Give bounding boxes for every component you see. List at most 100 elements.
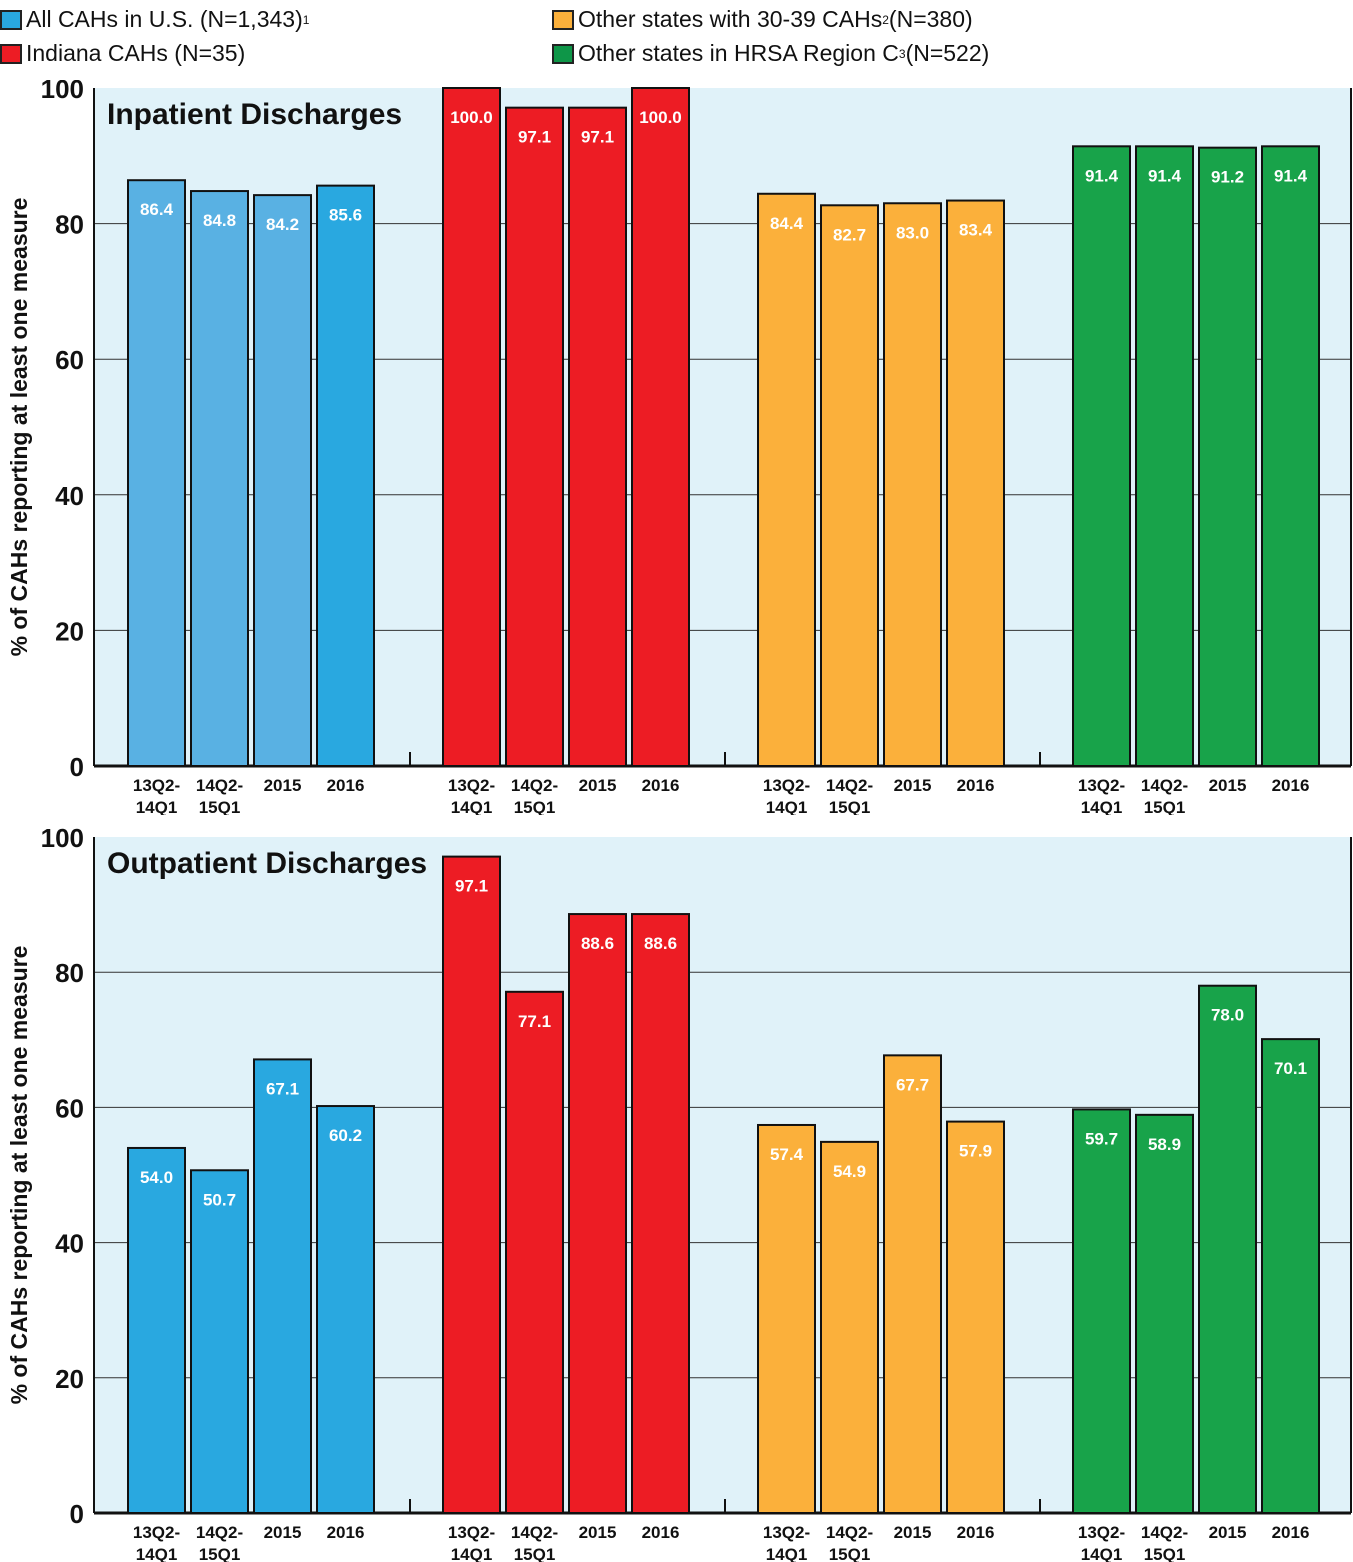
inpatient-x-tick-label: 2016	[642, 776, 680, 795]
outpatient-bar	[946, 1120, 1005, 1514]
outpatient-data-label: 67.7	[896, 1075, 929, 1094]
outpatient-bar	[316, 1105, 375, 1514]
outpatient-y-axis-label: % of CAHs reporting at least one measure	[6, 946, 32, 1405]
outpatient-data-label: 57.4	[770, 1145, 804, 1164]
inpatient-x-tick-label: 13Q2-	[133, 776, 180, 795]
legend-suffix: (N=522)	[905, 40, 990, 66]
inpatient-data-label: 82.7	[833, 225, 866, 244]
inpatient-x-tick-label: 2015	[264, 776, 302, 795]
inpatient-data-label: 84.2	[266, 215, 299, 234]
outpatient-data-label: 97.1	[455, 877, 488, 896]
inpatient-bar	[631, 87, 690, 767]
outpatient-data-label: 77.1	[518, 1012, 551, 1031]
outpatient-data-label: 57.9	[959, 1142, 992, 1161]
inpatient-bar	[946, 199, 1005, 768]
legend-suffix: (N=380)	[888, 6, 973, 32]
outpatient-x-tick-label: 2016	[1272, 1523, 1310, 1542]
outpatient-x-tick-label: 14Q1	[136, 1545, 178, 1562]
outpatient-x-tick-label: 2015	[1209, 1523, 1247, 1542]
inpatient-x-tick-label: 13Q2-	[448, 776, 495, 795]
inpatient-x-tick-label: 2015	[579, 776, 617, 795]
inpatient-data-label: 91.4	[1274, 166, 1308, 185]
inpatient-data-label: 97.1	[581, 128, 614, 147]
legend-label: Other states with 30-39 CAHs	[578, 6, 883, 32]
inpatient-data-label: 84.4	[770, 214, 804, 233]
legend: All CAHs in U.S. (N=1,343) 1 Indiana CAHs…	[0, 0, 1353, 80]
outpatient-bar	[757, 1123, 816, 1514]
outpatient-bar	[505, 990, 564, 1514]
inpatient-x-tick-label: 13Q2-	[1078, 776, 1125, 795]
inpatient-bar	[883, 202, 942, 767]
outpatient-x-tick-label: 15Q1	[1144, 1545, 1186, 1562]
inpatient-data-label: 85.6	[329, 206, 362, 225]
outpatient-x-tick-label: 13Q2-	[763, 1523, 810, 1542]
inpatient-x-tick-label: 2016	[1272, 776, 1310, 795]
outpatient-x-tick-label: 2016	[957, 1523, 995, 1542]
inpatient-x-tick-label: 14Q1	[766, 798, 808, 815]
inpatient-chart: 0 20 40 60 80 100 % of CAHs reporting at least…	[6, 80, 1352, 815]
inpatient-y-tick-label: 20	[55, 616, 84, 646]
legend-swatch	[0, 43, 22, 64]
inpatient-x-tick-label: 14Q1	[451, 798, 493, 815]
inpatient-x-tick-label: 14Q2-	[1141, 776, 1188, 795]
inpatient-x-tick-label: 14Q1	[136, 798, 178, 815]
inpatient-x-tick-label: 2015	[1209, 776, 1247, 795]
inpatient-x-tick-label: 15Q1	[514, 798, 556, 815]
legend-swatch	[552, 9, 574, 30]
outpatient-data-label: 59.7	[1085, 1129, 1118, 1148]
outpatient-y-tick-label: 40	[55, 1229, 84, 1259]
outpatient-x-tick-label: 15Q1	[199, 1545, 241, 1562]
inpatient-x-tick-label: 14Q2-	[826, 776, 873, 795]
outpatient-x-tick-label: 14Q1	[451, 1545, 493, 1562]
outpatient-x-tick-label: 2015	[894, 1523, 932, 1542]
outpatient-data-label: 54.0	[140, 1168, 173, 1187]
inpatient-bar	[253, 194, 312, 767]
inpatient-title: Inpatient Discharges	[107, 98, 402, 131]
inpatient-data-label: 91.2	[1211, 168, 1244, 187]
inpatient-data-label: 100.0	[639, 108, 682, 127]
outpatient-bar	[1261, 1038, 1320, 1514]
legend-label: Other states in HRSA Region C	[578, 40, 899, 66]
outpatient-data-label: 54.9	[833, 1162, 866, 1181]
inpatient-x-tick-label: 14Q1	[1081, 798, 1123, 815]
inpatient-y-tick-label: 0	[70, 752, 84, 782]
outpatient-bar	[1072, 1108, 1131, 1514]
outpatient-bar	[1135, 1113, 1194, 1514]
outpatient-x-tick-label: 2015	[579, 1523, 617, 1542]
inpatient-x-tick-label: 14Q2-	[511, 776, 558, 795]
inpatient-bar	[442, 87, 501, 767]
outpatient-x-tick-label: 2016	[642, 1523, 680, 1542]
inpatient-data-label: 84.8	[203, 211, 236, 230]
inpatient-bar	[757, 192, 816, 767]
inpatient-bar	[316, 184, 375, 767]
inpatient-data-label: 100.0	[450, 108, 493, 127]
inpatient-x-tick-label: 2015	[894, 776, 932, 795]
legend-item-all-cahs: All CAHs in U.S. (N=1,343) 1	[0, 6, 309, 33]
outpatient-data-label: 70.1	[1274, 1059, 1307, 1078]
legend-item-other-30-39: Other states with 30-39 CAHs 2 (N=380)	[552, 6, 973, 33]
outpatient-bar	[1198, 984, 1257, 1515]
inpatient-x-tick-label: 2016	[957, 776, 995, 795]
legend-swatch	[0, 9, 22, 30]
outpatient-y-tick-label: 80	[55, 958, 84, 988]
outpatient-chart: 0 20 40 60 80 100 % of CAHs reporting at least…	[6, 825, 1352, 1562]
legend-footnote: 2	[882, 12, 889, 27]
outpatient-data-label: 58.9	[1148, 1135, 1181, 1154]
outpatient-x-tick-label: 14Q2-	[196, 1523, 243, 1542]
inpatient-y-axis-label: % of CAHs reporting at least one measure	[6, 198, 32, 657]
inpatient-bar	[1198, 146, 1257, 767]
outpatient-x-tick-label: 13Q2-	[133, 1523, 180, 1542]
outpatient-y-tick-label: 0	[70, 1499, 84, 1529]
legend-footnote: 3	[898, 46, 906, 61]
outpatient-bar	[190, 1169, 249, 1514]
outpatient-x-tick-label: 14Q2-	[826, 1523, 873, 1542]
inpatient-x-tick-label: 15Q1	[829, 798, 871, 815]
inpatient-x-tick-label: 15Q1	[199, 798, 241, 815]
outpatient-x-tick-label: 14Q2-	[1141, 1523, 1188, 1542]
legend-swatch	[552, 43, 574, 64]
inpatient-x-tick-label: 14Q2-	[196, 776, 243, 795]
outpatient-y-tick-label: 60	[55, 1093, 84, 1123]
inpatient-x-tick-label: 13Q2-	[763, 776, 810, 795]
inpatient-y-tick-label: 40	[55, 481, 84, 511]
